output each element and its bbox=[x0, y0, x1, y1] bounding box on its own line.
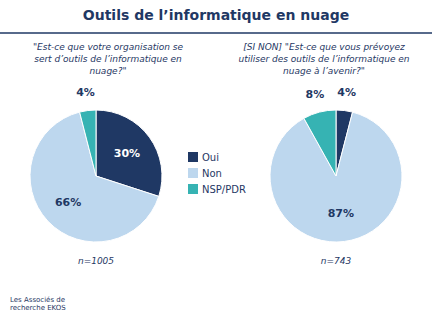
pie-slice bbox=[80, 110, 96, 176]
pie: 30% 66% 4% bbox=[30, 86, 162, 242]
legend-label: Oui bbox=[202, 152, 219, 163]
legend-label: NSP/PDR bbox=[202, 184, 246, 195]
data-label: 4% bbox=[76, 86, 95, 99]
annotation-line: recherche EKOS bbox=[10, 304, 66, 312]
legend-item: Non bbox=[188, 168, 222, 179]
title: Outils de l’informatique en nuage bbox=[83, 7, 349, 23]
annotation-line: Les Associés de bbox=[10, 296, 65, 304]
chart: Outils de l’informatique en nuage "Est-ce… bbox=[0, 0, 432, 324]
subtitle-line: utiliser des outils de l’informatique en bbox=[238, 54, 409, 64]
subtitle: "Est-ce que votre organisation se sert d’… bbox=[33, 42, 184, 76]
subtitle-line: sert d’outils de l’informatique en bbox=[34, 54, 182, 64]
legend-item: Oui bbox=[188, 152, 219, 163]
legend-swatch bbox=[188, 184, 198, 194]
annotation-line: n=743 bbox=[321, 256, 352, 266]
subtitle-line: nuage?" bbox=[89, 66, 126, 76]
legend-swatch bbox=[188, 168, 198, 178]
pie: 4% 87% 8% bbox=[270, 86, 402, 242]
title-rule bbox=[0, 32, 432, 34]
legend-label: Non bbox=[202, 168, 222, 179]
data-label: 30% bbox=[114, 147, 140, 160]
source-note: Les Associés derecherche EKOS bbox=[10, 296, 66, 312]
subtitle-line: nuage à l’avenir?" bbox=[283, 66, 365, 76]
subtitle: [SI NON] "Est-ce que vous prévoyez utilis… bbox=[238, 42, 409, 76]
sample-size: n=743 bbox=[321, 256, 352, 266]
data-label: 4% bbox=[337, 86, 356, 99]
annotation-line: n=1005 bbox=[78, 256, 114, 266]
data-label: 66% bbox=[55, 196, 81, 209]
legend-swatch bbox=[188, 152, 198, 162]
data-label: 8% bbox=[306, 88, 325, 101]
sample-size: n=1005 bbox=[78, 256, 114, 266]
legend-item: NSP/PDR bbox=[188, 184, 246, 195]
data-label: 87% bbox=[328, 207, 354, 220]
legend: Oui Non NSP/PDR bbox=[188, 152, 246, 195]
subtitle-line: "Est-ce que votre organisation se bbox=[33, 42, 184, 52]
pie-slice bbox=[304, 110, 336, 176]
subtitle-line: [SI NON] "Est-ce que vous prévoyez bbox=[243, 42, 405, 52]
